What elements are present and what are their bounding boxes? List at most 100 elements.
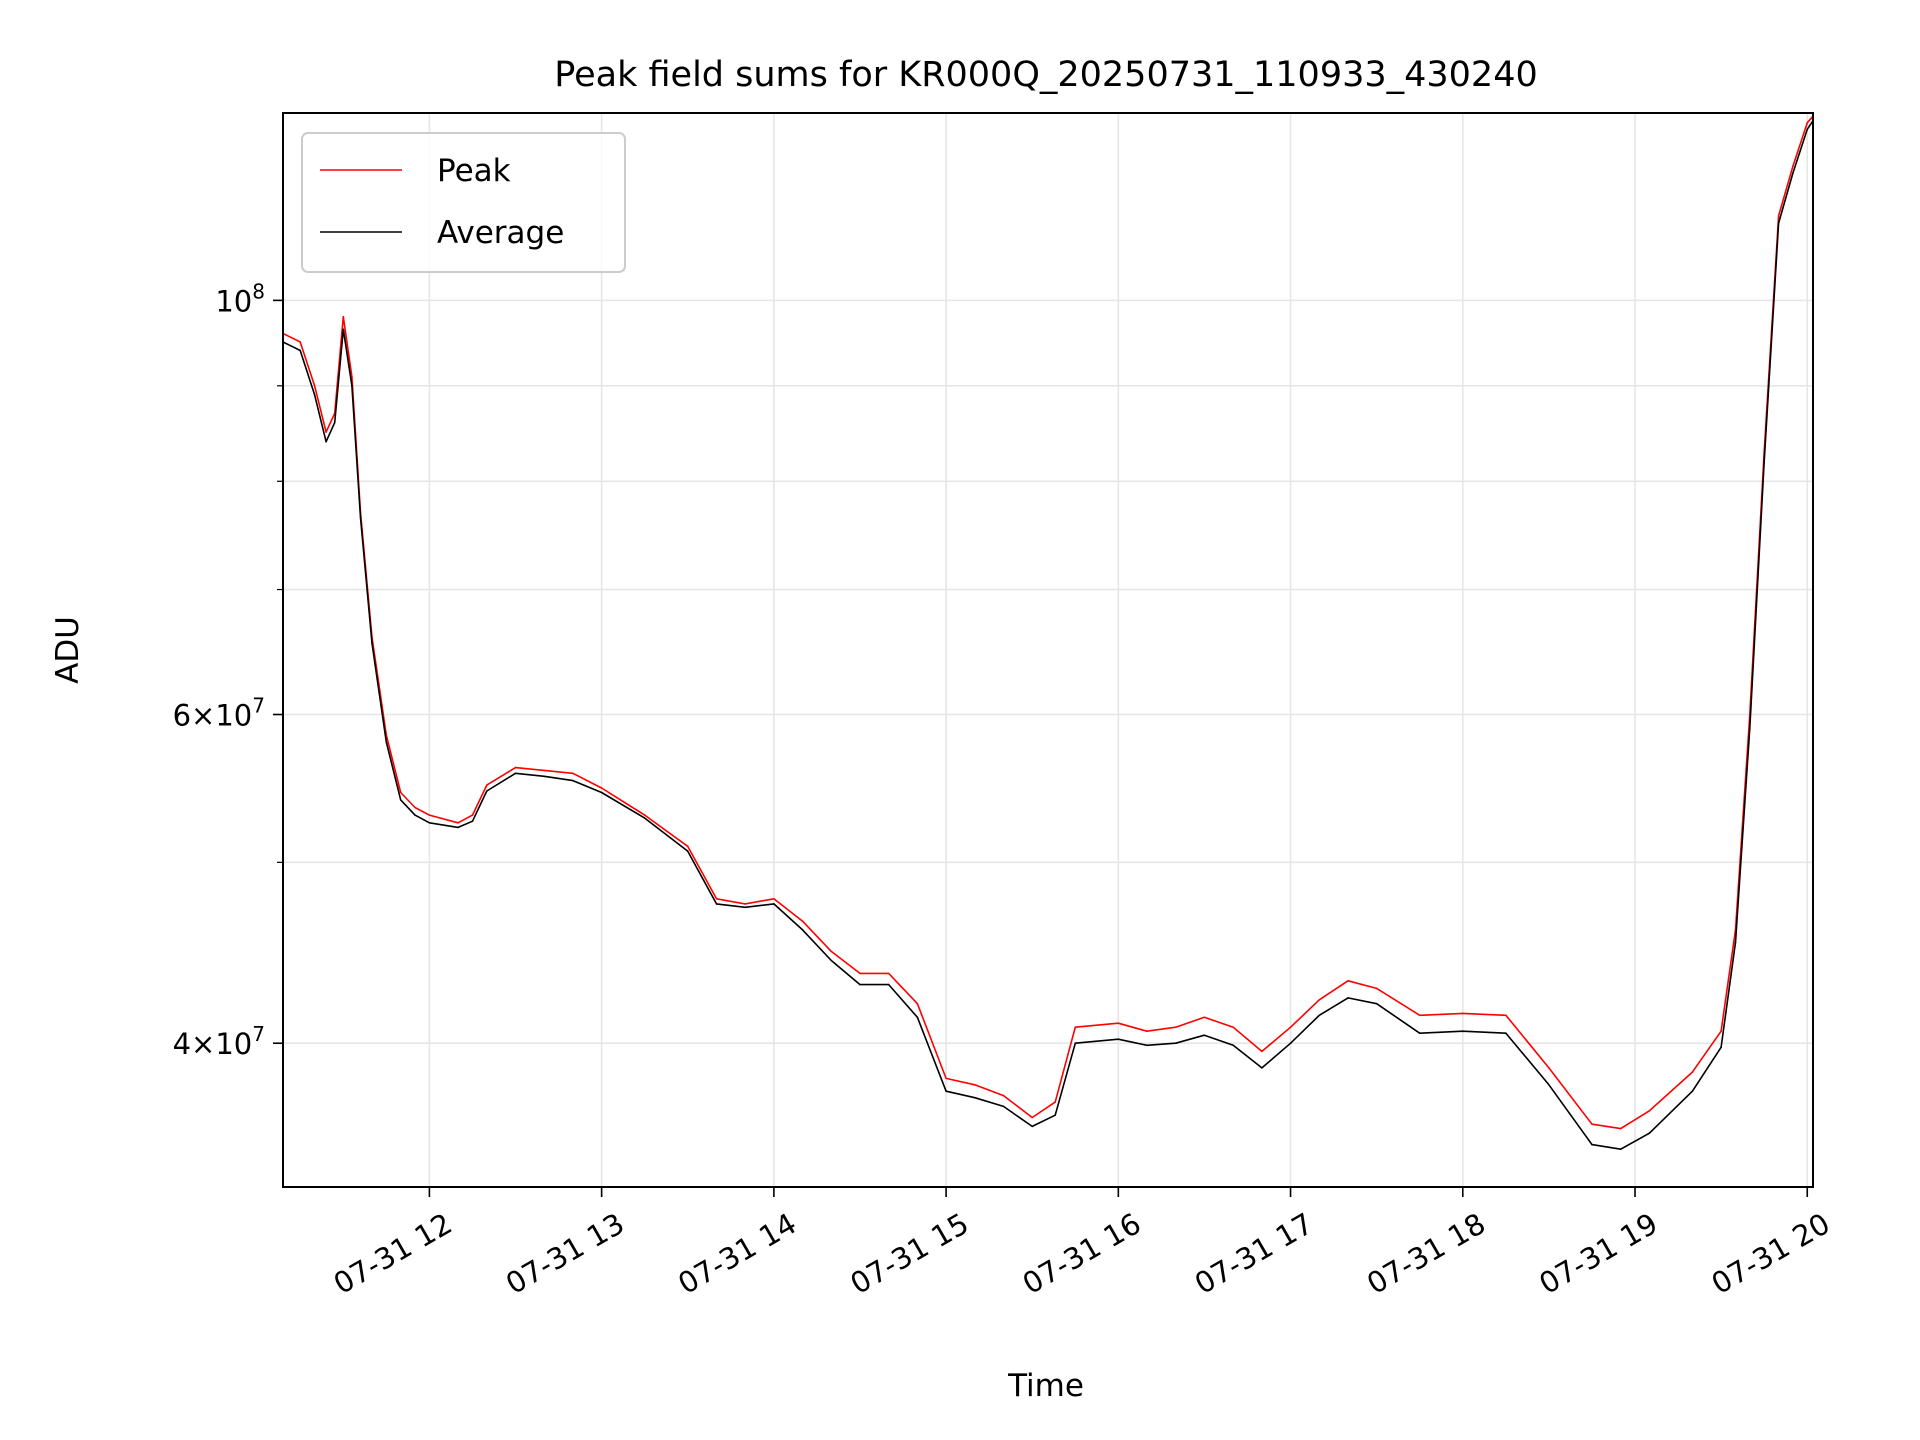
data-point-peak	[1318, 999, 1321, 1001]
data-point-peak	[1146, 1030, 1148, 1032]
data-point-peak	[1720, 1030, 1722, 1032]
data-point-average	[1375, 1002, 1378, 1005]
data-point-average	[773, 903, 775, 905]
data-point-average	[1117, 1038, 1120, 1040]
data-point-peak	[1289, 1026, 1292, 1028]
legend: Peak Average	[301, 132, 626, 273]
data-point-average	[457, 826, 459, 829]
data-point-peak	[859, 972, 861, 975]
data-point-peak	[945, 1077, 947, 1080]
data-point-average	[1749, 727, 1751, 729]
data-point-average	[801, 929, 804, 931]
data-point-peak	[1548, 1067, 1550, 1069]
data-point-peak	[486, 784, 488, 786]
data-point-peak	[773, 898, 775, 900]
data-point-average	[1232, 1044, 1234, 1047]
chart-title: Peak field sums for KR000Q_20250731_1109…	[554, 55, 1538, 95]
data-point-average	[290, 345, 293, 348]
data-point-peak	[600, 787, 603, 789]
data-point-peak	[1792, 165, 1794, 167]
data-point-average	[1619, 1148, 1622, 1150]
grid	[283, 113, 1813, 1187]
y-tick-label: 4×107	[173, 1022, 265, 1061]
data-point-peak	[1261, 1050, 1263, 1053]
data-point-average	[414, 814, 416, 816]
data-point-average	[974, 1096, 976, 1099]
data-point-peak	[1054, 1101, 1056, 1103]
y-axis-label: ADU	[50, 616, 86, 684]
data-point-peak	[1375, 987, 1378, 990]
data-point-average	[830, 959, 833, 962]
data-point-average	[1720, 1046, 1722, 1049]
data-point-average	[385, 741, 388, 743]
data-point-average	[1074, 1042, 1077, 1044]
data-point-average	[1418, 1032, 1421, 1034]
data-point-average	[1054, 1114, 1056, 1116]
data-point-average	[1462, 1030, 1464, 1032]
data-point-peak	[1806, 121, 1809, 124]
data-point-average	[1203, 1034, 1206, 1036]
plot-area-frame	[282, 112, 1814, 1188]
data-point-average	[471, 820, 474, 822]
data-point-average	[916, 1016, 919, 1019]
data-point-peak	[290, 336, 293, 339]
data-point-average	[715, 903, 718, 905]
data-point-average	[299, 349, 302, 352]
data-point-peak	[744, 903, 746, 905]
data-point-peak	[1031, 1116, 1033, 1119]
data-point-peak	[830, 950, 833, 953]
data-point-peak	[299, 341, 302, 343]
data-point-peak	[414, 806, 416, 809]
data-point-peak	[1232, 1026, 1234, 1028]
data-point-peak	[1002, 1094, 1005, 1097]
data-point-peak	[313, 385, 316, 387]
data-point-average	[1002, 1105, 1005, 1108]
data-point-average	[1318, 1014, 1321, 1017]
data-point-average	[887, 983, 890, 986]
data-point-average	[486, 790, 488, 792]
data-point-average	[1648, 1132, 1651, 1134]
data-point-average	[1591, 1143, 1593, 1146]
data-point-average	[572, 779, 574, 782]
data-point-peak	[1117, 1022, 1120, 1024]
data-point-average	[686, 850, 689, 852]
data-point-peak	[686, 845, 689, 848]
data-point-average	[543, 775, 545, 778]
data-point-peak	[1174, 1026, 1177, 1028]
data-point-average	[1777, 222, 1780, 224]
data-point-average	[325, 440, 327, 443]
data-point-peak	[351, 376, 353, 378]
data-point-average	[1174, 1042, 1177, 1044]
data-point-average	[342, 328, 345, 331]
data-point-peak	[1418, 1014, 1421, 1017]
data-point-average	[1548, 1084, 1550, 1086]
data-point-average	[399, 799, 402, 801]
data-point-average	[1734, 941, 1737, 944]
data-point-average	[600, 791, 603, 794]
data-point-peak	[1777, 215, 1780, 217]
data-point-peak	[974, 1084, 976, 1086]
data-point-peak	[1619, 1127, 1622, 1130]
data-point-average	[1347, 997, 1349, 999]
data-point-average	[351, 385, 353, 387]
data-point-peak	[715, 898, 718, 900]
data-point-peak	[543, 769, 545, 772]
data-point-average	[1763, 460, 1765, 463]
data-point-peak	[1505, 1014, 1507, 1017]
data-point-peak	[887, 972, 890, 975]
y-tick-label: 6×107	[173, 694, 265, 733]
series-lines	[282, 115, 1814, 1150]
data-point-peak	[916, 1002, 919, 1005]
data-point-average	[428, 822, 431, 824]
data-point-peak	[399, 791, 402, 794]
data-point-average	[313, 394, 316, 396]
legend-box	[301, 132, 626, 273]
data-point-peak	[514, 766, 517, 769]
data-point-peak	[1347, 980, 1349, 982]
data-point-peak	[428, 814, 431, 816]
data-point-average	[359, 516, 362, 519]
data-point-average	[859, 983, 861, 986]
data-point-peak	[1203, 1016, 1206, 1019]
data-point-average	[1806, 128, 1809, 130]
